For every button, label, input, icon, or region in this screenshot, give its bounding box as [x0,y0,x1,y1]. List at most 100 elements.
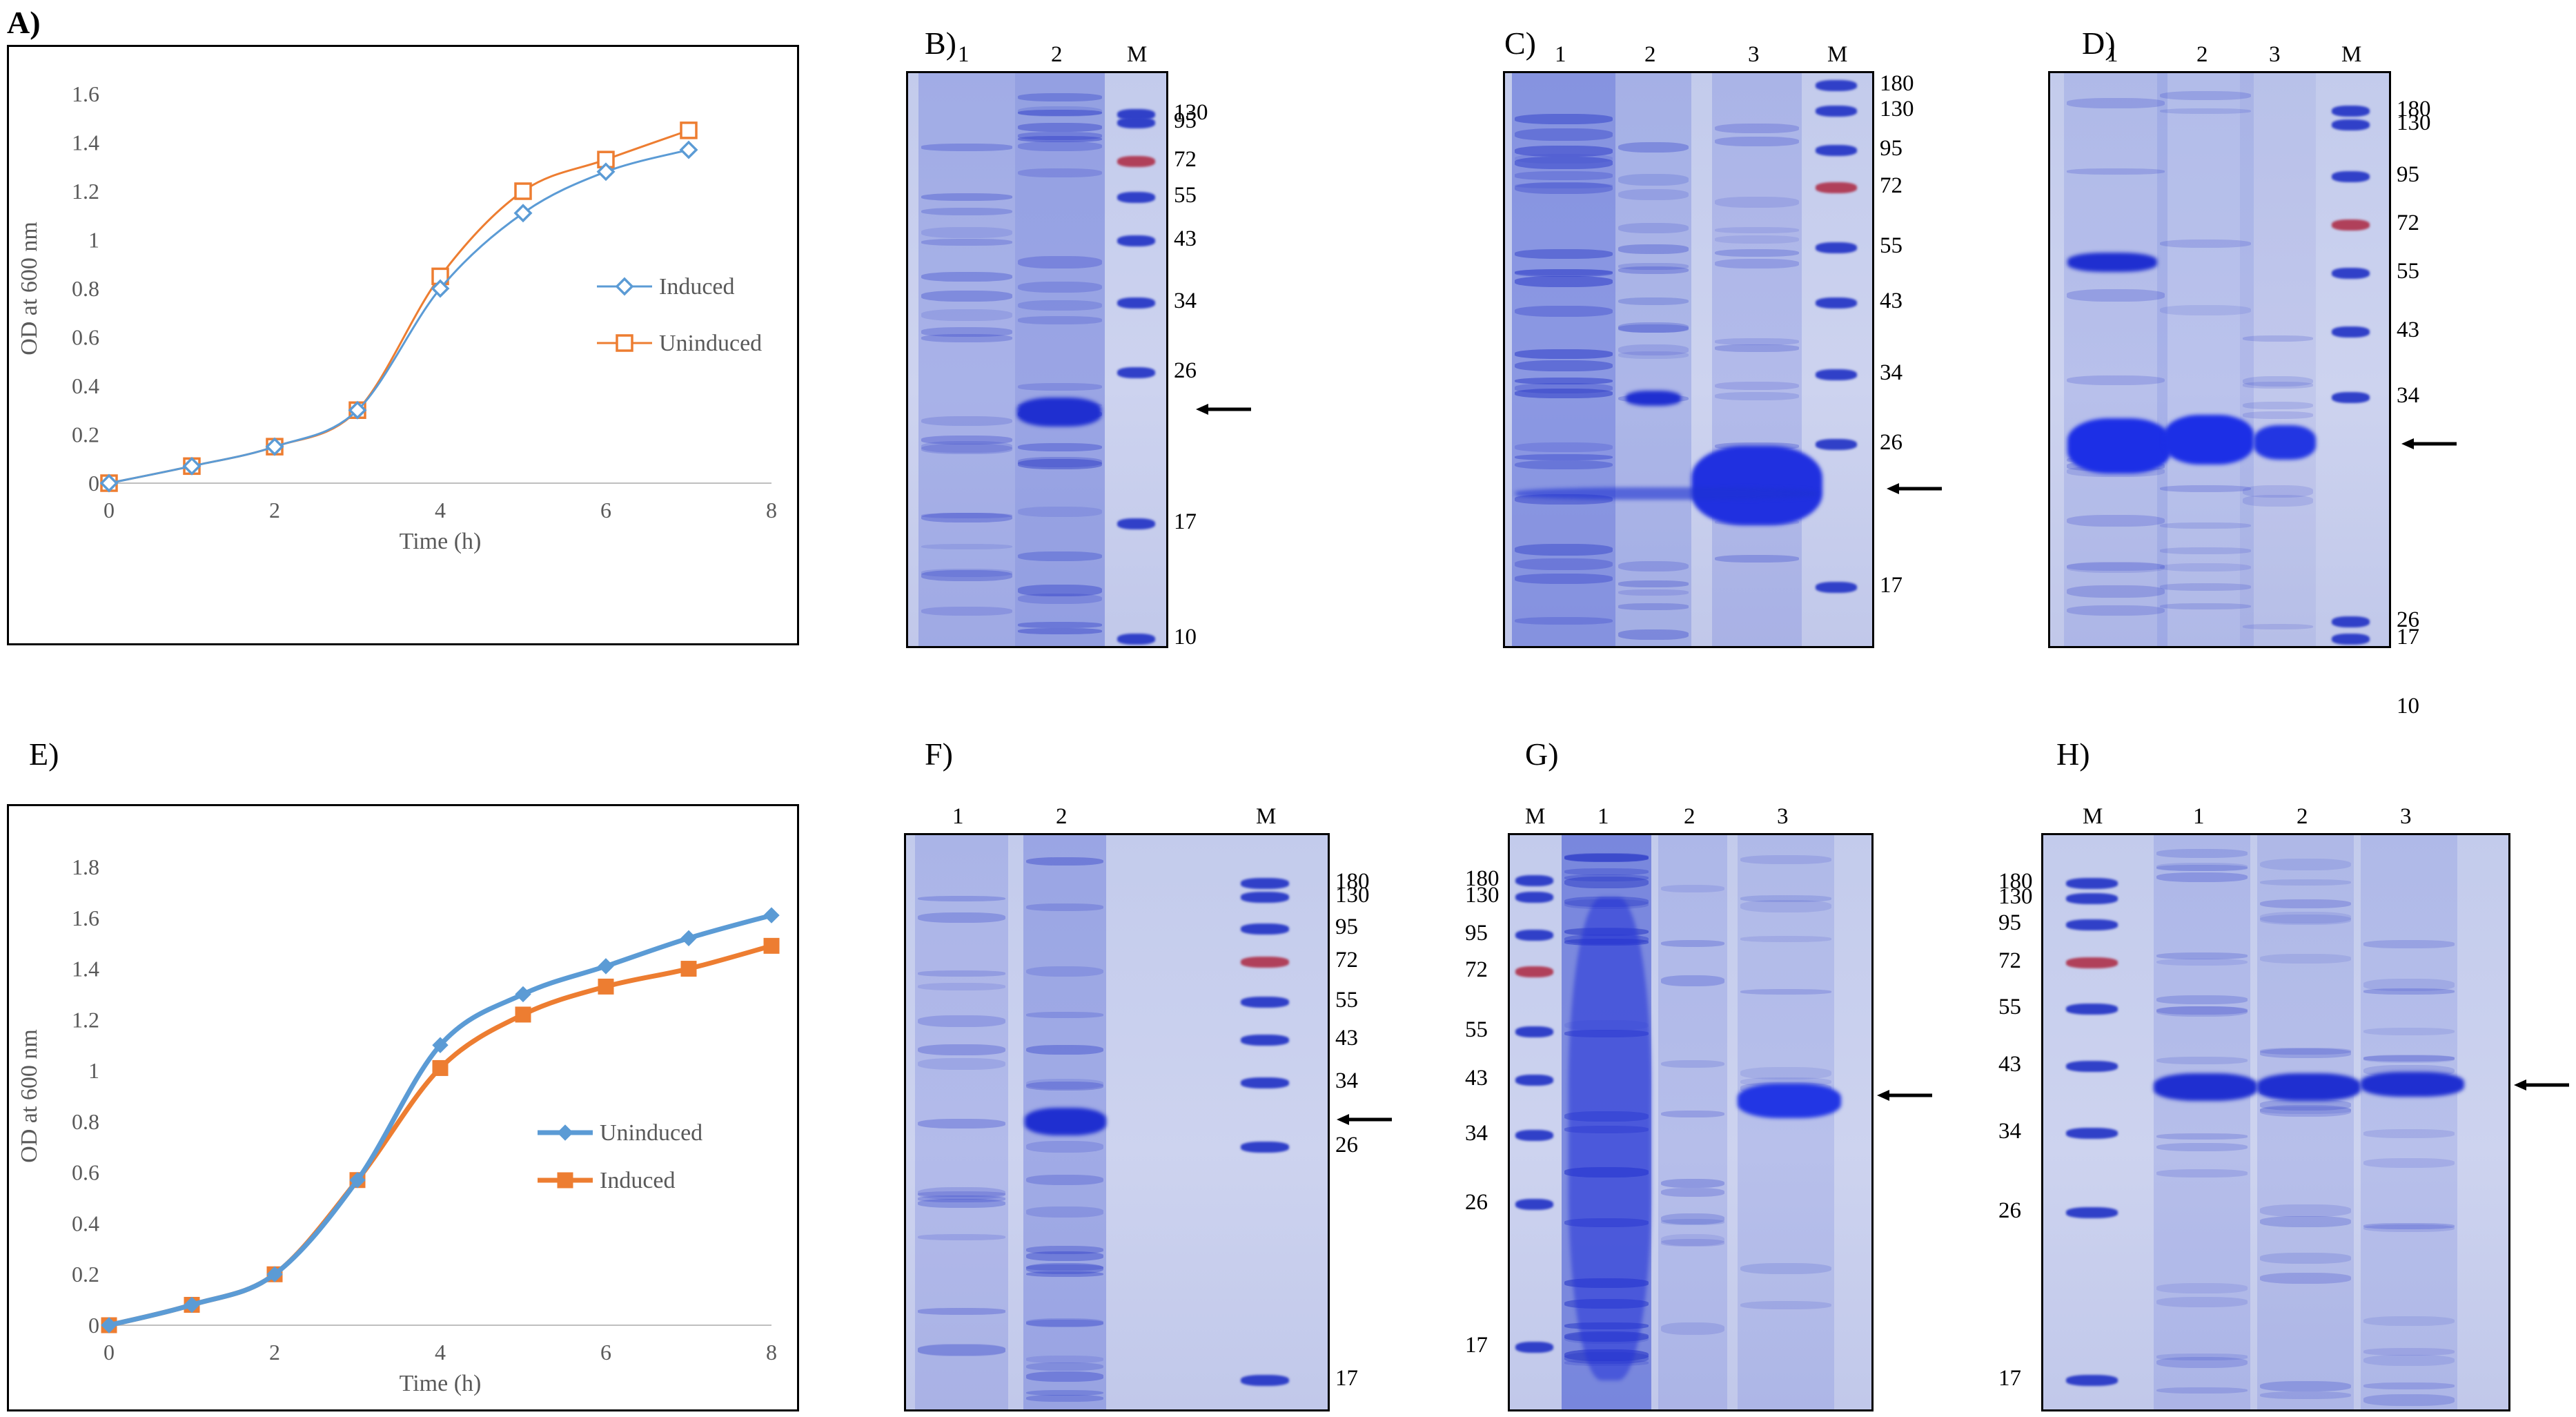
y-tick-label: 1 [88,1058,99,1083]
panel-letter-g: G) [1525,736,1559,772]
protein-band [2363,1316,2455,1327]
data-point-uninduced [515,986,531,1003]
panel-letter-e: E) [29,736,59,772]
protein-band [921,238,1012,246]
ladder-band [2065,957,2118,968]
protein-band [1715,344,1799,352]
mw-label: 95 [1880,136,1902,161]
protein-band [1018,316,1102,324]
mw-label: 180 [1998,869,2033,894]
y-tick-label: 1.2 [72,179,99,204]
legend-marker [615,277,634,296]
protein-band [1515,377,1613,385]
mw-label: 95 [1465,921,1488,946]
ladder-band [1241,924,1289,935]
protein-band [917,1195,1005,1203]
lane-label: 3 [2400,804,2412,829]
protein-band [921,416,1012,427]
ladder-band [1241,878,1289,889]
protein-band [2156,1387,2248,1394]
protein-band [1018,585,1102,596]
protein-band [1515,453,1613,460]
protein-band [2156,995,2248,1004]
overexpressed-band [1515,487,1819,500]
protein-band [1618,322,1689,333]
protein-band [1515,128,1613,141]
mw-label: 43 [1465,1066,1488,1091]
ladder-band [1816,582,1857,593]
protein-band [2156,1283,2248,1293]
gel-c [1503,71,1874,648]
protein-band [1515,349,1613,359]
overexpressed-band [1569,897,1651,1380]
protein-band [1026,1271,1103,1278]
protein-band [1026,1140,1103,1153]
y-axis-title: OD at 600 nm [17,222,42,355]
data-point-induced [431,279,450,298]
protein-band [2363,988,2455,995]
protein-band [1026,1044,1103,1055]
protein-band [921,144,1012,151]
protein-band [2260,1047,2351,1055]
protein-band [1018,135,1102,143]
protein-band [1515,145,1613,157]
protein-band [1715,226,1799,233]
y-tick-label: 0.6 [72,325,99,350]
mw-label: 95 [1335,915,1358,939]
overexpressed-band [1691,446,1822,525]
mw-label: 17 [2397,625,2419,649]
protein-band [1661,1213,1724,1224]
y-tick-label: 0.6 [72,1160,99,1185]
protein-band [2067,585,2165,598]
protein-band [917,1015,1005,1028]
ladder-band [2065,1004,2118,1015]
protein-band [1026,1320,1103,1327]
protein-band [2260,1391,2351,1400]
protein-band [1515,275,1613,287]
ladder-band [1117,235,1155,246]
protein-band [1618,223,1689,234]
mw-label: 130 [1465,883,1500,908]
ladder-band [1515,875,1553,886]
protein-band [2156,1169,2248,1177]
ladder-band [1515,1130,1553,1141]
legend-label: Uninduced [659,331,762,356]
protein-band [1661,1233,1724,1246]
protein-band [1618,244,1689,254]
protein-band [921,327,1012,337]
protein-band [2260,879,2351,886]
mw-label: 17 [1998,1366,2021,1391]
protein-band [1515,248,1613,259]
protein-band [1018,141,1102,152]
panel-letter-c: C) [1504,26,1536,61]
protein-band [2067,98,2165,108]
ladder-band [1241,1142,1289,1153]
mw-label: 130 [1998,884,2033,909]
lane-label: M [2083,804,2103,829]
protein-band [1026,1389,1103,1396]
ladder-band [1515,966,1553,977]
protein-band [1026,1206,1103,1218]
protein-band [1715,248,1799,257]
protein-band [1618,603,1689,610]
overexpressed-band [1738,1084,1841,1118]
protein-band [1515,574,1613,584]
mw-label: 95 [2397,162,2419,187]
protein-band [1661,939,1724,947]
ladder-band [2331,616,2370,627]
protein-band [1740,855,1831,865]
ladder-band [2065,1375,2118,1386]
y-tick-label: 0.8 [72,1109,99,1134]
protein-band [1564,874,1649,882]
protein-band [2156,1056,2248,1065]
lane-label: M [1256,804,1277,829]
protein-band [1661,1188,1724,1198]
lane-smear [2257,835,2354,1409]
lane-label: 3 [1777,804,1789,829]
protein-band [2363,1394,2455,1406]
overexpressed-band [1025,1108,1106,1135]
data-point-induced [348,400,367,420]
mw-label: 180 [1465,866,1500,891]
protein-band [921,512,1012,523]
lane-smear [1738,835,1834,1409]
